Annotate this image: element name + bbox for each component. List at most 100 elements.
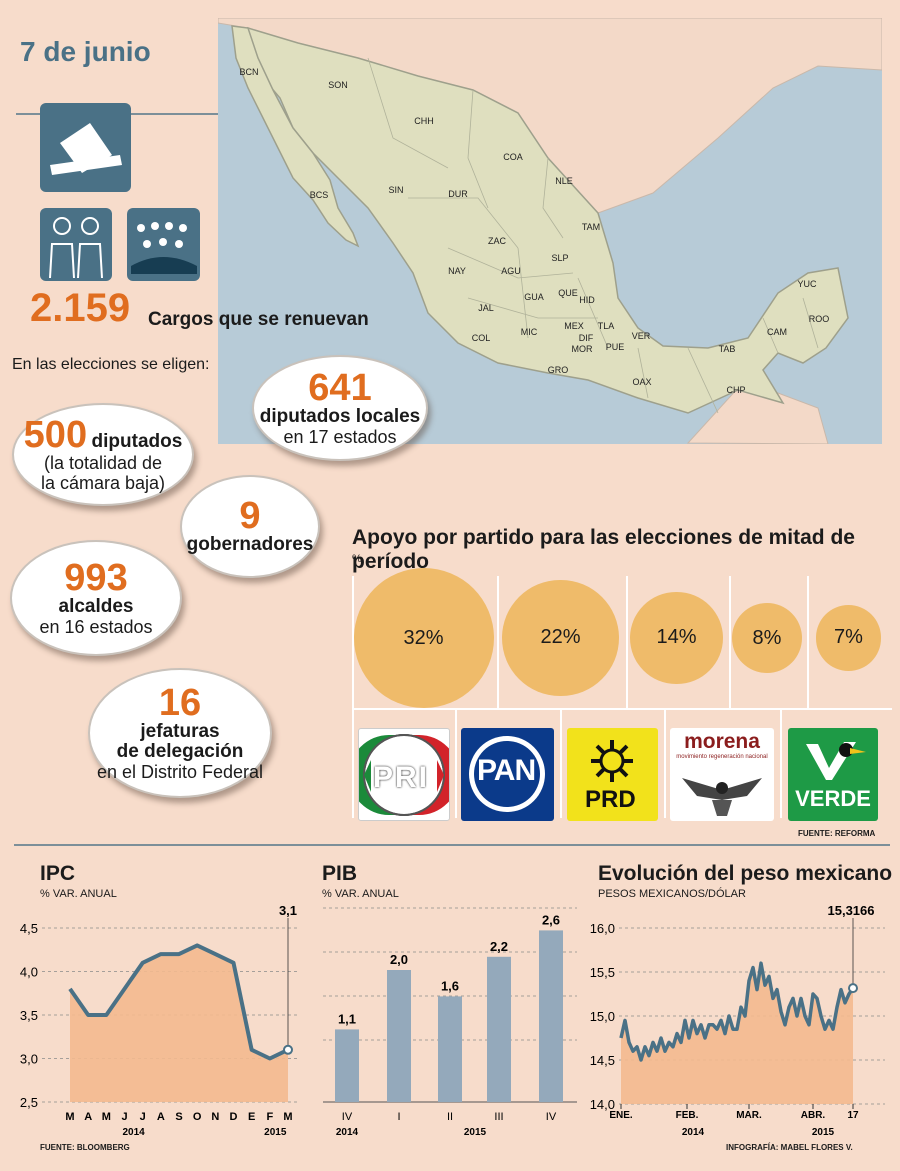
state-label-col: COL (471, 333, 491, 343)
bubble-text: (la totalidad de (43, 453, 163, 474)
pib-value-label: 2,6 (542, 912, 560, 927)
ipc-x-tick: A (157, 1111, 165, 1123)
pib-value-label: 1,6 (441, 978, 459, 993)
support-value-label: 22% (540, 626, 581, 649)
state-label-tam: TAM (581, 222, 601, 232)
pib-bar (387, 970, 411, 1102)
pib-title: PIB (322, 862, 358, 885)
bubble-jefaturas: 16 jefaturas de delegación en el Distrit… (88, 668, 272, 798)
ipc-x-tick: A (84, 1111, 92, 1123)
total-value: 2.159 (30, 286, 131, 330)
prd-logo-text: PRD (585, 786, 636, 813)
ipc-tick-label: 2,5 (20, 1095, 38, 1110)
guatemala-landmass (686, 387, 829, 444)
ipc-tick-label: 4,5 (20, 921, 38, 936)
support-value-label: 7% (834, 626, 863, 649)
peso-year-label: 2014 (682, 1127, 705, 1138)
pib-bar (487, 956, 511, 1102)
pib-chart: 1,1 IV 2,0 I 1,6 II 2,2 III 2,6 IV 2014 2015 (323, 907, 577, 1138)
bubble-diputados: 500 diputados (la totalidad de la cámara… (12, 403, 194, 506)
peso-credit: INFOGRAFÍA: MABEL FLORES V. (726, 1143, 853, 1152)
state-label-mor: MOR (571, 344, 593, 354)
column-divider (455, 710, 457, 818)
peso-title: Evolución del peso mexicano (598, 862, 893, 885)
page-date: 7 de junio (20, 36, 151, 67)
column-divider (664, 710, 666, 818)
peso-tick-label: 14,5 (590, 1053, 615, 1068)
state-label-yuc: YUC (797, 279, 817, 289)
pib-x-tick: II (447, 1111, 453, 1123)
divider (16, 113, 326, 115)
assembly-icon (127, 208, 200, 281)
state-label-son: SON (328, 80, 348, 90)
peso-line (619, 961, 855, 1062)
state-label-bcs: BCS (309, 190, 329, 200)
pib-value-label: 1,1 (338, 1011, 356, 1026)
peso-tick-label: 14,0 (590, 1097, 615, 1112)
support-value-label: 32% (403, 626, 444, 649)
state-label-nle: NLE (555, 176, 573, 186)
ipc-x-tick: M (65, 1111, 74, 1123)
ipc-source: FUENTE: BLOOMBERG (40, 1143, 130, 1152)
state-label-dif: DIF (578, 333, 594, 343)
bubble-number: 993 (64, 557, 128, 600)
pri-logo: PRI (358, 728, 450, 821)
state-label-gro: GRO (547, 365, 569, 375)
ipc-x-tick: O (193, 1111, 202, 1123)
eagle-icon (682, 778, 762, 816)
ipc-x-tick: S (175, 1111, 182, 1123)
peso-tick-label: 15,0 (590, 1009, 615, 1024)
peso-area (621, 963, 853, 1104)
pib-value-label: 2,0 (390, 952, 408, 967)
ipc-last-point (283, 1044, 293, 1055)
bubble-text: en 16 estados (39, 616, 153, 637)
peso-unit: PESOS MEXICANOS/DÓLAR (598, 888, 746, 900)
pib-bar (438, 996, 462, 1102)
ipc-x-tick: D (230, 1111, 238, 1123)
column-divider (780, 710, 782, 818)
pib-x-tick: III (494, 1111, 503, 1123)
pan-logo-text: PAN (477, 754, 536, 787)
ipc-x-tick: E (248, 1111, 255, 1123)
ipc-last-label: 3,1 (279, 903, 297, 918)
support-title: Apoyo por partido para las elecciones de… (352, 526, 855, 573)
column-divider (807, 576, 809, 708)
ipc-x-tick: J (121, 1111, 127, 1123)
peso-year-label: 2015 (812, 1127, 835, 1138)
row-divider (352, 708, 892, 710)
state-label-sin: SIN (388, 185, 404, 195)
ipc-x-tick: J (140, 1111, 146, 1123)
support-unit: % (352, 553, 362, 565)
state-label-mex: MEX (564, 321, 584, 331)
bubble-text: en 17 estados (283, 426, 397, 447)
peso-last-label: 15,3166 (828, 903, 875, 918)
toucan-icon (806, 741, 866, 780)
state-label-dur: DUR (448, 189, 468, 199)
bubble-label: de delegación (116, 741, 244, 763)
state-label-nay: NAY (448, 266, 466, 276)
divider (14, 844, 890, 846)
state-label-bcn: BCN (239, 67, 259, 77)
pib-year-label: 2014 (336, 1127, 359, 1138)
state-label-mic: MIC (520, 327, 538, 337)
bubble-label: diputados (91, 431, 183, 453)
column-divider (560, 710, 562, 818)
morena-logo-text: morena (684, 730, 760, 753)
peso-x-tick: ABR. (801, 1110, 826, 1121)
bubble-text: en el Distrito Federal (96, 761, 264, 782)
ipc-x-tick: F (266, 1111, 273, 1123)
peso-x-tick: ENE. (609, 1110, 633, 1121)
peso-tick-label: 16,0 (590, 921, 615, 936)
pib-x-tick: IV (342, 1111, 353, 1123)
ipc-title: IPC (40, 862, 76, 885)
morena-logo-subtext: movimiento regeneración nacional (676, 754, 768, 760)
verde-logo: VERDE (788, 728, 878, 821)
column-divider (729, 576, 731, 708)
support-value-label: 14% (656, 626, 697, 649)
pri-logo-text: PRI (373, 761, 430, 794)
ipc-line (68, 943, 289, 1061)
state-label-gua: GUA (524, 292, 544, 302)
bubble-text: la cámara baja) (40, 472, 166, 493)
ipc-area (70, 945, 288, 1102)
